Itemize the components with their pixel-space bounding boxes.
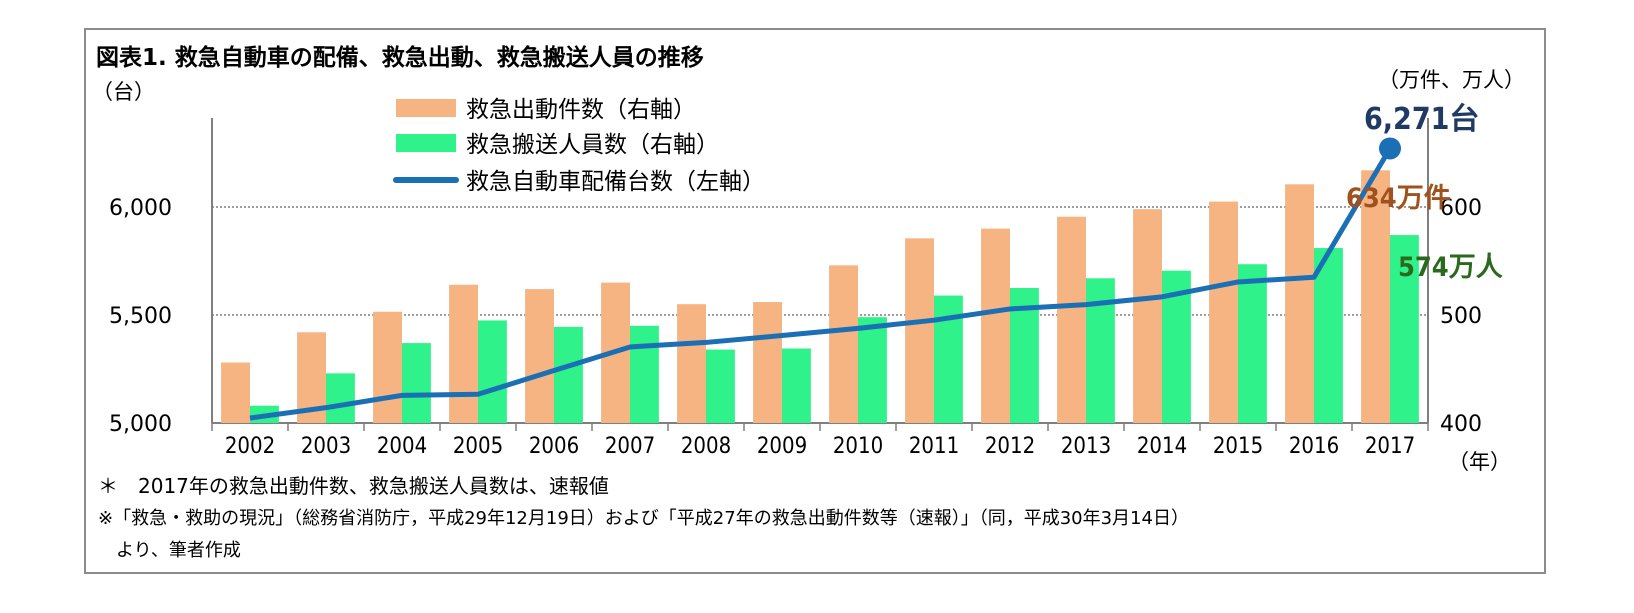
right-axis-unit: （万件、万人）	[1378, 68, 1525, 92]
right-tick-label: 400	[1440, 412, 1482, 437]
left-tick-label: 6,000	[109, 196, 172, 221]
x-tick-label: 2012	[985, 434, 1035, 459]
dispatch-bar	[1285, 184, 1314, 423]
x-tick-label: 2006	[529, 434, 579, 459]
chart-frame	[84, 28, 1546, 574]
dispatch-bar	[981, 228, 1010, 423]
transport-bar	[782, 348, 811, 423]
dispatch-bar	[449, 284, 478, 423]
dispatch-bar	[677, 304, 706, 423]
right-tick-label: 600	[1440, 196, 1482, 221]
transport-bar	[1314, 248, 1343, 423]
vehicles-line	[249, 147, 1393, 421]
x-tick-label: 2010	[833, 434, 883, 459]
legend-swatch-transported	[396, 134, 456, 152]
transport-bar	[706, 349, 735, 423]
transport-bar	[326, 373, 355, 423]
x-tick-label: 2017	[1365, 434, 1415, 459]
dispatch-bar	[1209, 201, 1238, 423]
dispatch-bar	[1057, 216, 1086, 423]
legend-label: 救急自動車配備台数（左軸）	[466, 169, 765, 195]
transport-bar	[554, 326, 583, 423]
vehicles-last-point	[1379, 137, 1401, 160]
x-tick-label: 2011	[909, 434, 959, 459]
note-2: ※「救急・救助の現況」（総務省消防庁，平成29年12月19日）および「平成27年…	[98, 508, 1189, 529]
note-3: より、筆者作成	[98, 540, 241, 561]
transport-bar	[402, 343, 431, 423]
dispatch-bar	[753, 302, 782, 423]
x-tick-label: 2005	[453, 434, 503, 459]
left-axis-unit: （台）	[92, 80, 155, 104]
legend-swatch-dispatches	[396, 99, 456, 117]
right-tick-label: 500	[1440, 304, 1482, 329]
dispatch-bar	[525, 289, 554, 423]
legend-label: 救急出動件数（右軸）	[466, 97, 696, 123]
x-tick-label: 2003	[301, 434, 351, 459]
x-tick-label: 2002	[225, 434, 275, 459]
x-tick-label: 2014	[1137, 434, 1187, 459]
dispatch-bar	[1361, 170, 1390, 423]
legend-label: 救急搬送人員数（右軸）	[466, 132, 719, 158]
x-tick-label: 2004	[377, 434, 427, 459]
transport-bar	[630, 325, 659, 423]
x-tick-label: 2016	[1289, 434, 1339, 459]
dispatch-bar	[373, 311, 402, 423]
transported-annotation: 574万人	[1398, 252, 1503, 283]
dispatch-bar	[829, 265, 858, 423]
x-tick-label: 2015	[1213, 434, 1263, 459]
vehicles-annotation: 6,271台	[1364, 102, 1479, 137]
dispatches-annotation: 634万件	[1346, 183, 1451, 214]
x-tick-label: 2013	[1061, 434, 1111, 459]
x-tick-label: 2009	[757, 434, 807, 459]
transport-bar	[858, 317, 887, 423]
x-tick-label: 2008	[681, 434, 731, 459]
transport-bar	[478, 320, 507, 423]
left-tick-label: 5,500	[109, 304, 172, 329]
left-tick-label: 5,000	[109, 412, 172, 437]
dispatch-bar	[905, 238, 934, 423]
x-axis-unit: （年）	[1448, 450, 1511, 474]
dispatch-bar	[1133, 209, 1162, 423]
x-tick-label: 2007	[605, 434, 655, 459]
chart-title: 図表1. 救急自動車の配備、救急出動、救急搬送人員の推移	[96, 45, 704, 71]
note-1: ＊ 2017年の救急出動件数、救急搬送人員数は、速報値	[98, 474, 609, 498]
dispatch-bar	[221, 362, 250, 423]
transport-bar	[1390, 235, 1419, 423]
transport-bar	[1238, 264, 1267, 423]
